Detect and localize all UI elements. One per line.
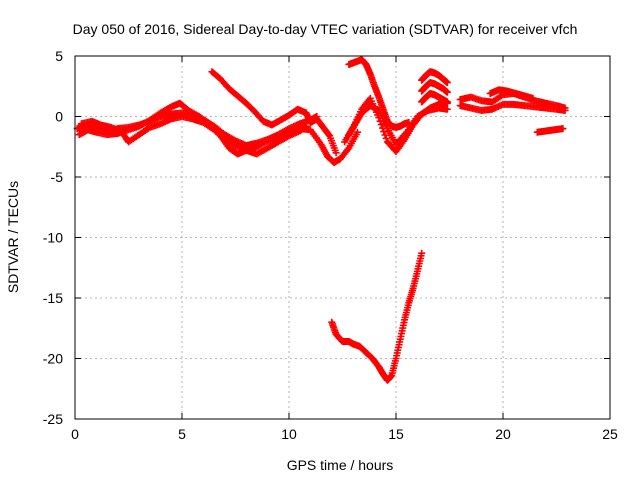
data-point bbox=[443, 88, 451, 96]
y-tick-label: -15 bbox=[43, 290, 63, 306]
x-tick-label: 5 bbox=[178, 426, 186, 442]
data-point bbox=[561, 106, 569, 114]
data-point bbox=[443, 98, 451, 106]
y-tick-label: -25 bbox=[43, 411, 63, 427]
y-tick-label: -20 bbox=[43, 351, 63, 367]
data-point bbox=[332, 149, 340, 157]
data-point bbox=[325, 131, 333, 139]
y-tick-label: -10 bbox=[43, 230, 63, 246]
x-tick-label: 10 bbox=[281, 426, 297, 442]
data-point bbox=[443, 79, 451, 87]
data-point bbox=[381, 131, 389, 139]
series-track-i bbox=[418, 79, 451, 96]
data-marks bbox=[73, 56, 569, 384]
x-tick-label: 25 bbox=[602, 426, 618, 442]
series-track-k bbox=[328, 249, 426, 384]
series-track-j bbox=[418, 90, 451, 106]
grid-lines bbox=[75, 56, 610, 419]
axis-tick-labels: 0 5 10 15 20 25 -25 -20 -15 -10 -5 0 5 bbox=[43, 48, 618, 442]
data-point bbox=[559, 125, 567, 133]
data-point bbox=[302, 122, 310, 130]
x-tick-label: 0 bbox=[71, 426, 79, 442]
series-track-f bbox=[345, 102, 451, 148]
x-tick-label: 20 bbox=[495, 426, 511, 442]
y-tick-label: 5 bbox=[55, 48, 63, 64]
series-track-o bbox=[533, 125, 567, 136]
data-point bbox=[382, 134, 390, 142]
chart-title: Day 050 of 2016, Sidereal Day-to-day VTE… bbox=[73, 21, 578, 37]
x-tick-label: 15 bbox=[388, 426, 404, 442]
series-track-c bbox=[77, 113, 310, 158]
x-axis-label: GPS time / hours bbox=[287, 457, 394, 473]
data-point bbox=[377, 121, 385, 129]
y-tick-label: 0 bbox=[55, 109, 63, 125]
series-track-d bbox=[208, 68, 340, 157]
data-point bbox=[443, 105, 451, 113]
y-tick-label: -5 bbox=[51, 169, 64, 185]
data-point bbox=[353, 128, 361, 136]
data-point bbox=[418, 249, 426, 257]
series-track-g bbox=[345, 56, 413, 131]
y-axis-label: SDTVAR / TECUs bbox=[5, 181, 21, 293]
series-track-m bbox=[456, 100, 569, 114]
data-point bbox=[405, 119, 413, 127]
axis-ticks bbox=[74, 55, 611, 420]
series-track-h bbox=[418, 68, 451, 87]
series-track-n bbox=[486, 86, 537, 102]
data-point bbox=[529, 94, 537, 102]
